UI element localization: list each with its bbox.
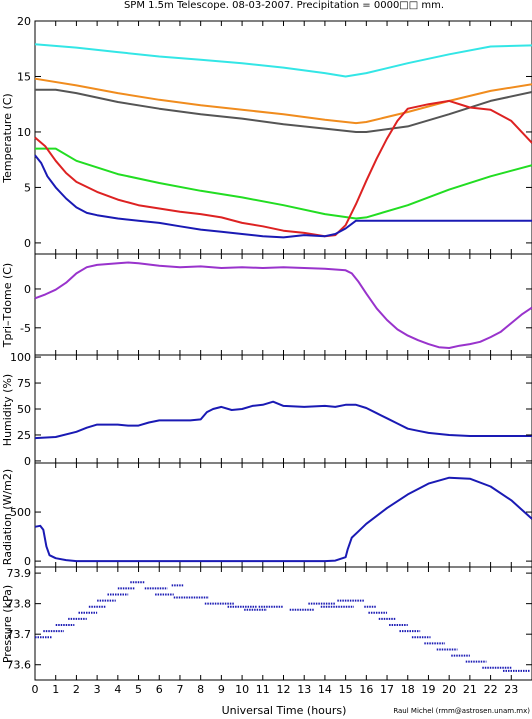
x-tick-label: 11 [256, 683, 270, 696]
x-tick-label: 7 [176, 683, 183, 696]
y-tick-label: 73.7 [7, 628, 32, 641]
x-tick-label: 5 [135, 683, 142, 696]
pressure-series [35, 581, 530, 672]
temperature-series [34, 43, 532, 239]
temperature-y-label: Temperature (C) [1, 93, 14, 183]
x-tick-label: 18 [401, 683, 415, 696]
x-tick-label: 4 [114, 683, 121, 696]
radiation-y-label: Radiation (W/m2) [1, 469, 14, 565]
x-tick-label: 12 [277, 683, 291, 696]
series-line-4 [34, 99, 532, 238]
panel-humidity: 0 25 50 75 100 Humidity (%) [1, 351, 532, 468]
x-tick-label: 0 [32, 683, 39, 696]
x-tick-label: 16 [359, 683, 373, 696]
y-tick-label: 100 [10, 351, 31, 364]
x-tick-label: 19 [421, 683, 435, 696]
panel-pressure: 73.6 73.7 73.8 73.9 Pressure (kPa) [1, 566, 532, 681]
series-line-0 [34, 400, 532, 440]
x-tick-label: 3 [94, 683, 101, 696]
y-tick-label: 0 [24, 455, 31, 468]
y-tick-label: 0 [24, 237, 31, 250]
y-tick-label: 10 [17, 126, 31, 139]
x-tick-label: 23 [504, 683, 518, 696]
series-line-0 [34, 476, 532, 563]
tpri-tdome-y-label: Tpri–Tdome (C) [1, 263, 14, 348]
panel-radiation: 0 500 Radiation (W/m2) [1, 462, 532, 568]
x-tick-label: 9 [218, 683, 225, 696]
x-tick-label: 21 [463, 683, 477, 696]
pressure-y-ticks: 73.6 73.7 73.8 73.9 [7, 567, 532, 680]
tpri-tdome-series [34, 261, 532, 349]
panel-frame-pressure [34, 566, 532, 681]
y-tick-label: 500 [10, 506, 31, 519]
y-tick-label: 75 [17, 377, 31, 390]
panel-frame-humidity [34, 354, 532, 464]
x-tick-label: 22 [484, 683, 498, 696]
series-line-5 [34, 154, 532, 239]
y-tick-label: 50 [17, 403, 31, 416]
humidity-y-ticks: 0 25 50 75 100 [10, 351, 532, 468]
radiation-series [34, 476, 532, 563]
series-line-0 [34, 43, 532, 78]
x-tick-label: 10 [235, 683, 249, 696]
x-tick-label: 8 [197, 683, 204, 696]
x-tick-label: 15 [339, 683, 353, 696]
series-line-0 [34, 261, 532, 349]
humidity-y-label: Humidity (%) [1, 374, 14, 446]
x-tick-label: 2 [73, 683, 80, 696]
x-axis-label: Universal Time (hours) [222, 704, 347, 717]
tpri-tdome-y-ticks: -5 0 [20, 254, 532, 355]
panel-temperature: 0 5 10 15 20 Temperature (C) [1, 15, 532, 255]
credit-text: Raul Michel (rmm@astrosen.unam.mx) [393, 707, 530, 715]
panel-frame-tpri-tdome [34, 253, 532, 356]
panel-frame-temperature [34, 20, 532, 255]
y-tick-label: 20 [17, 15, 31, 28]
x-tick-label: 17 [380, 683, 394, 696]
y-tick-label: 25 [17, 429, 31, 442]
panel-tpri-tdome: -5 0 Tpri–Tdome (C) [1, 253, 532, 356]
y-tick-label: 73.9 [7, 567, 32, 580]
temperature-y-ticks: 0 5 10 15 20 [17, 15, 532, 254]
y-tick-label: 5 [24, 181, 31, 194]
radiation-y-ticks: 0 500 [10, 463, 532, 568]
x-tick-label: 20 [442, 683, 456, 696]
x-axis-ticks: 0 1 2 3 4 5 6 7 8 9 10 11 12 13 14 15 16 17 18 19 20 21 22 23 [32, 683, 519, 696]
y-tick-label: 73.6 [7, 659, 32, 672]
x-tick-label: 14 [318, 683, 332, 696]
x-tick-label: 6 [156, 683, 163, 696]
humidity-series [34, 400, 532, 440]
series-line-3 [35, 147, 532, 220]
x-tick-label: 13 [297, 683, 311, 696]
series-line-2 [35, 88, 532, 133]
y-tick-label: 73.8 [7, 598, 32, 611]
y-tick-label: 15 [17, 70, 31, 83]
y-tick-label: -5 [20, 322, 31, 335]
y-tick-label: 0 [24, 555, 31, 568]
pressure-y-label: Pressure (kPa) [1, 585, 14, 663]
x-tick-label: 1 [52, 683, 59, 696]
y-tick-label: 0 [24, 283, 31, 296]
figure-title: SPM 1.5m Telescope. 08-03-2007. Precipit… [124, 0, 444, 11]
